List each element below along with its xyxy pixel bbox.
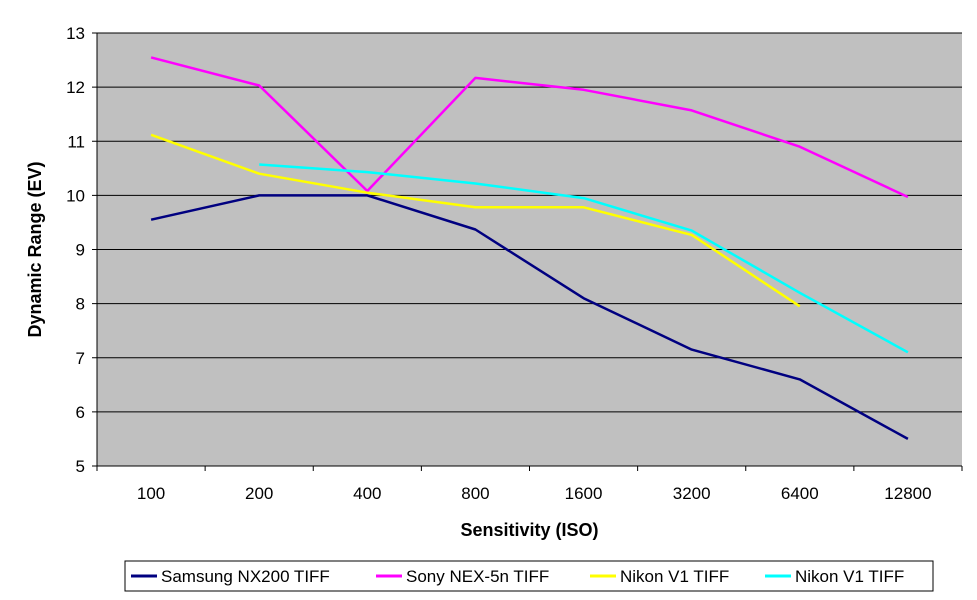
legend-label-2: Sony NEX-5n TIFF [406,567,549,586]
x-tick-label: 400 [353,484,381,503]
y-tick-label: 7 [76,349,85,368]
x-tick-label: 800 [461,484,489,503]
y-axis-ticks: 5 6 7 8 9 10 11 12 13 [66,24,97,476]
x-tick-label: 100 [137,484,165,503]
y-tick-label: 12 [66,78,85,97]
y-tick-label: 10 [66,186,85,205]
x-axis-title: Sensitivity (ISO) [460,520,598,540]
y-tick-label: 9 [76,241,85,260]
series-line-2 [150,56,909,199]
y-axis-title: Dynamic Range (EV) [25,161,45,337]
legend-label-1: Samsung NX200 TIFF [161,567,330,586]
gridlines [97,32,962,413]
y-tick-label: 6 [76,403,85,422]
x-tick-label: 12800 [884,484,931,503]
legend-label-3: Nikon V1 TIFF [620,567,729,586]
series-line-1 [150,194,909,440]
x-tick-label: 3200 [673,484,711,503]
x-tick-label: 6400 [781,484,819,503]
legend: Samsung NX200 TIFF Sony NEX-5n TIFF Nikon … [124,560,934,592]
x-axis-ticks: 100 200 400 800 1600 3200 6400 12800 [96,466,963,503]
series-line-4 [259,163,909,354]
legend-label-4: Nikon V1 TIFF [795,567,904,586]
y-tick-label: 13 [66,24,85,43]
series-line-3 [150,133,801,308]
series-group [150,56,909,440]
y-tick-label: 8 [76,295,85,314]
x-tick-label: 200 [245,484,273,503]
legend-box [124,560,934,592]
y-tick-label: 5 [76,457,85,476]
x-tick-label: 1600 [565,484,603,503]
y-tick-label: 11 [67,132,85,151]
